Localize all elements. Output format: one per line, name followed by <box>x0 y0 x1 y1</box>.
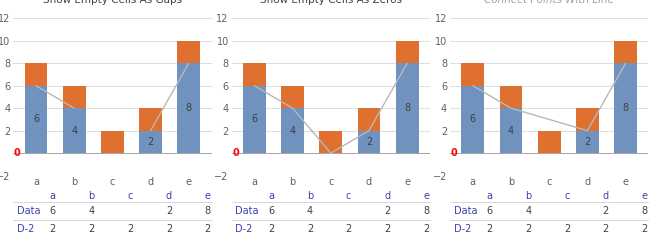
Text: a: a <box>268 191 274 201</box>
Text: c: c <box>565 191 570 201</box>
Bar <box>101 131 124 153</box>
Text: c: c <box>128 191 133 201</box>
Text: 0: 0 <box>14 148 20 158</box>
Bar <box>63 108 86 153</box>
Bar <box>500 86 523 108</box>
Text: 4: 4 <box>307 206 313 216</box>
Text: 2: 2 <box>487 224 493 234</box>
Bar <box>614 63 637 153</box>
Bar <box>243 63 266 86</box>
Text: d: d <box>603 191 609 201</box>
Text: d: d <box>166 191 172 201</box>
Text: 4: 4 <box>290 126 295 136</box>
Text: e: e <box>204 191 211 201</box>
Bar <box>358 108 381 131</box>
Bar <box>500 108 523 153</box>
Bar <box>178 41 200 63</box>
Text: 2: 2 <box>307 224 313 234</box>
Bar <box>281 86 304 108</box>
Text: c: c <box>346 191 351 201</box>
Title: Show Empty Cells As Gaps: Show Empty Cells As Gaps <box>43 0 182 5</box>
Text: 2: 2 <box>366 137 372 147</box>
Bar <box>139 108 162 131</box>
Bar <box>139 131 162 153</box>
Text: 8: 8 <box>204 206 211 216</box>
Text: 6: 6 <box>268 206 274 216</box>
Text: 2: 2 <box>88 224 95 234</box>
Text: 4: 4 <box>508 126 514 136</box>
Text: b: b <box>525 191 531 201</box>
Bar <box>576 108 599 131</box>
Text: 8: 8 <box>185 103 192 113</box>
Text: e: e <box>423 191 429 201</box>
Text: 2: 2 <box>584 137 591 147</box>
Bar <box>24 86 47 153</box>
Text: 6: 6 <box>33 114 39 125</box>
Text: a: a <box>487 191 493 201</box>
Bar <box>243 86 266 153</box>
Bar <box>63 86 86 108</box>
Text: 8: 8 <box>622 103 629 113</box>
Bar <box>358 131 381 153</box>
Text: 2: 2 <box>603 206 609 216</box>
Text: b: b <box>307 191 313 201</box>
Text: 0: 0 <box>328 142 334 152</box>
Bar <box>576 131 599 153</box>
Text: 2: 2 <box>50 224 56 234</box>
Text: 8: 8 <box>404 103 410 113</box>
Bar <box>461 63 484 86</box>
Text: 8: 8 <box>423 206 429 216</box>
Text: 6: 6 <box>470 114 476 125</box>
Text: D-2: D-2 <box>236 224 253 234</box>
Text: D-2: D-2 <box>454 224 471 234</box>
Text: 2: 2 <box>423 224 429 234</box>
Text: 6: 6 <box>487 206 493 216</box>
Bar <box>396 41 419 63</box>
Text: a: a <box>50 191 56 201</box>
Text: Data: Data <box>236 206 259 216</box>
Bar <box>281 108 304 153</box>
Title: Show Empty Cells As Zeros: Show Empty Cells As Zeros <box>260 0 402 5</box>
Text: 0: 0 <box>233 148 239 158</box>
Text: Data: Data <box>17 206 41 216</box>
Text: 2: 2 <box>268 224 274 234</box>
Title: Connect Points With Line: Connect Points With Line <box>484 0 614 5</box>
Text: 4: 4 <box>525 206 531 216</box>
Bar <box>614 41 637 63</box>
Bar <box>538 131 561 153</box>
Text: b: b <box>88 191 95 201</box>
Bar <box>320 131 342 153</box>
Text: 8: 8 <box>641 206 648 216</box>
Text: 2: 2 <box>204 224 211 234</box>
Bar <box>24 63 47 86</box>
Text: 2: 2 <box>166 206 172 216</box>
Text: d: d <box>384 191 390 201</box>
Text: 2: 2 <box>127 224 134 234</box>
Text: 2: 2 <box>166 224 172 234</box>
Bar <box>461 86 484 153</box>
Text: 4: 4 <box>71 126 77 136</box>
Text: 4: 4 <box>88 206 94 216</box>
Text: 2: 2 <box>346 224 352 234</box>
Text: 0: 0 <box>451 148 457 158</box>
Text: 2: 2 <box>564 224 570 234</box>
Text: 2: 2 <box>603 224 609 234</box>
Text: D-2: D-2 <box>17 224 35 234</box>
Text: Data: Data <box>454 206 477 216</box>
Text: 2: 2 <box>384 224 390 234</box>
Text: 6: 6 <box>252 114 257 125</box>
Text: 2: 2 <box>641 224 648 234</box>
Text: 6: 6 <box>50 206 56 216</box>
Bar <box>178 63 200 153</box>
Text: 2: 2 <box>384 206 390 216</box>
Bar <box>396 63 419 153</box>
Text: e: e <box>641 191 648 201</box>
Text: 2: 2 <box>525 224 531 234</box>
Text: 2: 2 <box>147 137 154 147</box>
